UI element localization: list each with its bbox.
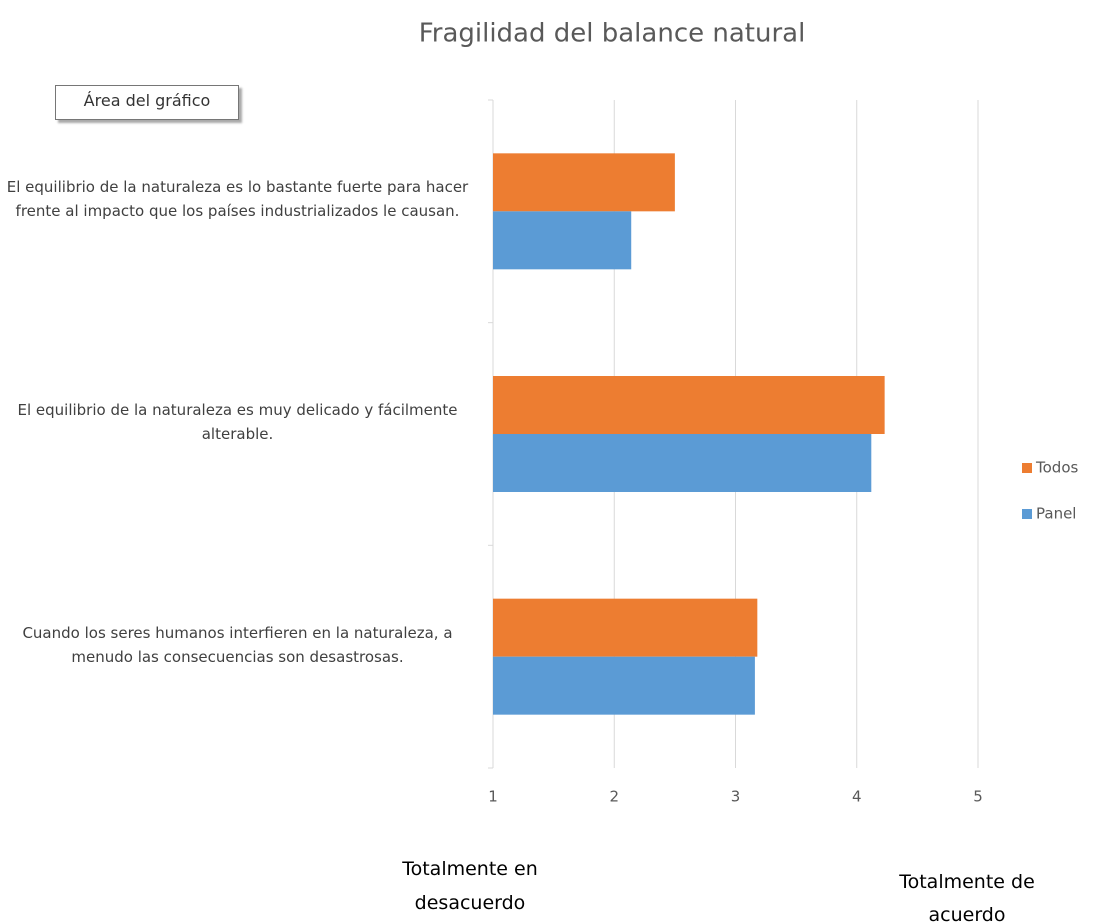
bar [493, 211, 632, 270]
tooltip [55, 85, 239, 120]
y-tick-label: El equilibrio de la naturaleza es muy de… [17, 401, 458, 443]
chart-title: Fragilidad del balance natural [419, 19, 806, 49]
legend-swatch [1022, 509, 1032, 519]
tooltip-text: Área del gráfico [83, 91, 211, 110]
legend-label: Panel [1036, 505, 1076, 523]
x-tick-label: 3 [731, 788, 741, 806]
y-tick-label: El equilibrio de la naturaleza es lo bas… [6, 178, 469, 221]
annotation: Totalmente de acuerdo [899, 871, 1035, 924]
x-tick-label: 1 [488, 788, 498, 806]
bar [493, 376, 885, 434]
legend-swatch [1022, 463, 1032, 473]
bar [493, 153, 675, 212]
x-tick-label: 2 [609, 788, 619, 806]
annotation: Totalmente en desacuerdo [402, 858, 538, 914]
x-tick-label: 5 [973, 788, 983, 806]
legend-label: Todos [1035, 459, 1078, 477]
bar [493, 434, 872, 492]
bar [493, 598, 758, 657]
y-tick-label: Cuando los seres humanos interfieren en … [22, 623, 453, 666]
x-tick-label: 4 [852, 788, 862, 806]
bar [493, 656, 755, 715]
